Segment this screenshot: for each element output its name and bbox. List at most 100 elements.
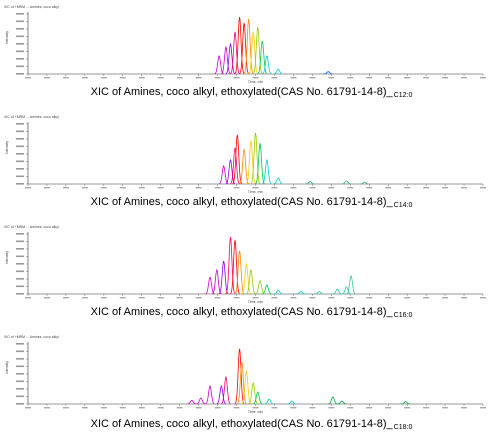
chromatogram-trace [234, 250, 245, 294]
panel-caption: XIC of Amines, coco alkyl, ethoxylated(C… [0, 86, 503, 99]
x-tick-label [157, 187, 164, 189]
chart-header-text: XIC of +MRM ... Amines, coco alkyl [4, 225, 59, 229]
chromatogram-trace [218, 165, 229, 185]
x-axis-label: Time, min [248, 410, 263, 414]
x-tick-label [214, 77, 221, 79]
y-tick-label [16, 50, 24, 53]
chromatogram-trace [255, 143, 265, 184]
x-tick-label [252, 407, 259, 409]
chromatogram-trace [246, 268, 265, 295]
x-tick-label [214, 187, 221, 189]
x-axis-label: Time, min [248, 80, 263, 84]
x-tick-label [309, 77, 316, 79]
x-tick-label [62, 297, 69, 299]
y-tick-label [16, 285, 24, 288]
x-tick-label [404, 407, 411, 409]
x-tick-label [157, 77, 164, 79]
chromatogram-trace [216, 385, 226, 405]
x-tick-label [233, 297, 240, 299]
chromatogram-trace [225, 236, 236, 294]
panel-caption: XIC of Amines, coco alkyl, ethoxylated(C… [0, 196, 503, 209]
chromatogram-trace [230, 31, 240, 74]
x-tick-label [25, 77, 31, 79]
chart-header-text: XIC of +MRM ... Amines, coco alkyl [4, 335, 59, 339]
y-tick-label [16, 373, 24, 375]
chromatogram-trace [252, 391, 263, 405]
y-tick-label [16, 138, 24, 140]
caption-subscript: C12:0 [393, 92, 413, 99]
chromatogram-trace [225, 158, 236, 185]
x-tick-label [176, 297, 183, 299]
panel-caption: XIC of Amines, coco alkyl, ethoxylated(C… [0, 418, 503, 431]
x-tick-label [233, 407, 240, 409]
x-tick-label [176, 77, 183, 79]
y-tick-label [16, 255, 24, 258]
y-tick-label [16, 358, 24, 360]
chromatogram-trace [248, 381, 258, 405]
x-tick-label [252, 297, 259, 299]
y-tick-label [16, 270, 24, 273]
y-tick-label [16, 145, 24, 148]
x-tick-label [442, 407, 449, 409]
x-tick-label [271, 77, 278, 79]
chromatogram-trace [234, 348, 245, 404]
x-tick-label [290, 77, 297, 79]
x-tick-label [347, 187, 354, 189]
y-tick-label [16, 343, 24, 345]
y-tick-label [16, 175, 24, 178]
x-tick-label [271, 407, 278, 409]
x-tick-label [461, 407, 468, 409]
chromatogram-trace [230, 239, 240, 294]
x-tick-label [423, 297, 430, 299]
x-tick-label [214, 297, 221, 299]
chromatogram-panel: XIC of +MRM ... Amines, coco alkyl Intens… [0, 2, 503, 112]
chromatogram-trace [252, 27, 263, 74]
chromatogram-trace [262, 55, 283, 75]
y-tick-label [16, 403, 24, 405]
x-tick-label [138, 77, 145, 79]
xic-chart: XIC of +MRM ... Amines, coco alkyl Intens… [4, 115, 486, 194]
caption-main-text: XIC of Amines, coco alkyl, ethoxylated(C… [90, 418, 393, 430]
y-axis-label: Intensity [5, 361, 9, 374]
caption-subscript: C18:0 [393, 424, 413, 431]
x-tick-label [423, 407, 430, 409]
chromatogram-trace [234, 16, 249, 74]
xic-chart: XIC of +MRM ... Amines, coco alkyl Intens… [4, 335, 486, 414]
x-tick-label [62, 77, 69, 79]
x-tick-label [25, 407, 31, 409]
x-tick-label [43, 407, 50, 409]
x-tick-label [404, 187, 411, 189]
panel-caption: XIC of Amines, coco alkyl, ethoxylated(C… [0, 306, 503, 319]
y-tick-label [16, 130, 24, 133]
chromatogram-trace [248, 31, 258, 74]
x-tick-label [404, 77, 411, 79]
x-tick-label [195, 77, 202, 79]
x-tick-label [480, 297, 486, 299]
x-tick-label [385, 187, 392, 189]
y-tick-label [16, 263, 24, 265]
x-tick-label [119, 77, 126, 79]
y-tick-label [16, 233, 24, 235]
x-tick-label [43, 297, 50, 299]
x-tick-label [347, 297, 354, 299]
chromatogram-trace [205, 268, 222, 295]
x-tick-label [252, 187, 259, 189]
x-tick-label [442, 187, 449, 189]
y-axis-label: Intensity [5, 31, 9, 44]
y-tick-label [16, 168, 24, 170]
x-tick-label [195, 297, 202, 299]
x-tick-label [43, 187, 50, 189]
x-tick-label [404, 297, 411, 299]
x-tick-label [423, 77, 430, 79]
x-tick-label [100, 407, 107, 409]
chromatogram-trace [305, 180, 370, 185]
x-tick-label [138, 297, 145, 299]
chromatogram-trace [241, 370, 252, 405]
x-tick-label [195, 407, 202, 409]
x-tick-label [252, 77, 259, 79]
x-tick-label [157, 407, 164, 409]
x-tick-label [347, 77, 354, 79]
x-tick-label [290, 297, 297, 299]
chromatogram-panel: XIC of +MRM ... Amines, coco alkyl Intens… [0, 112, 503, 222]
chromatogram-trace [243, 18, 254, 74]
